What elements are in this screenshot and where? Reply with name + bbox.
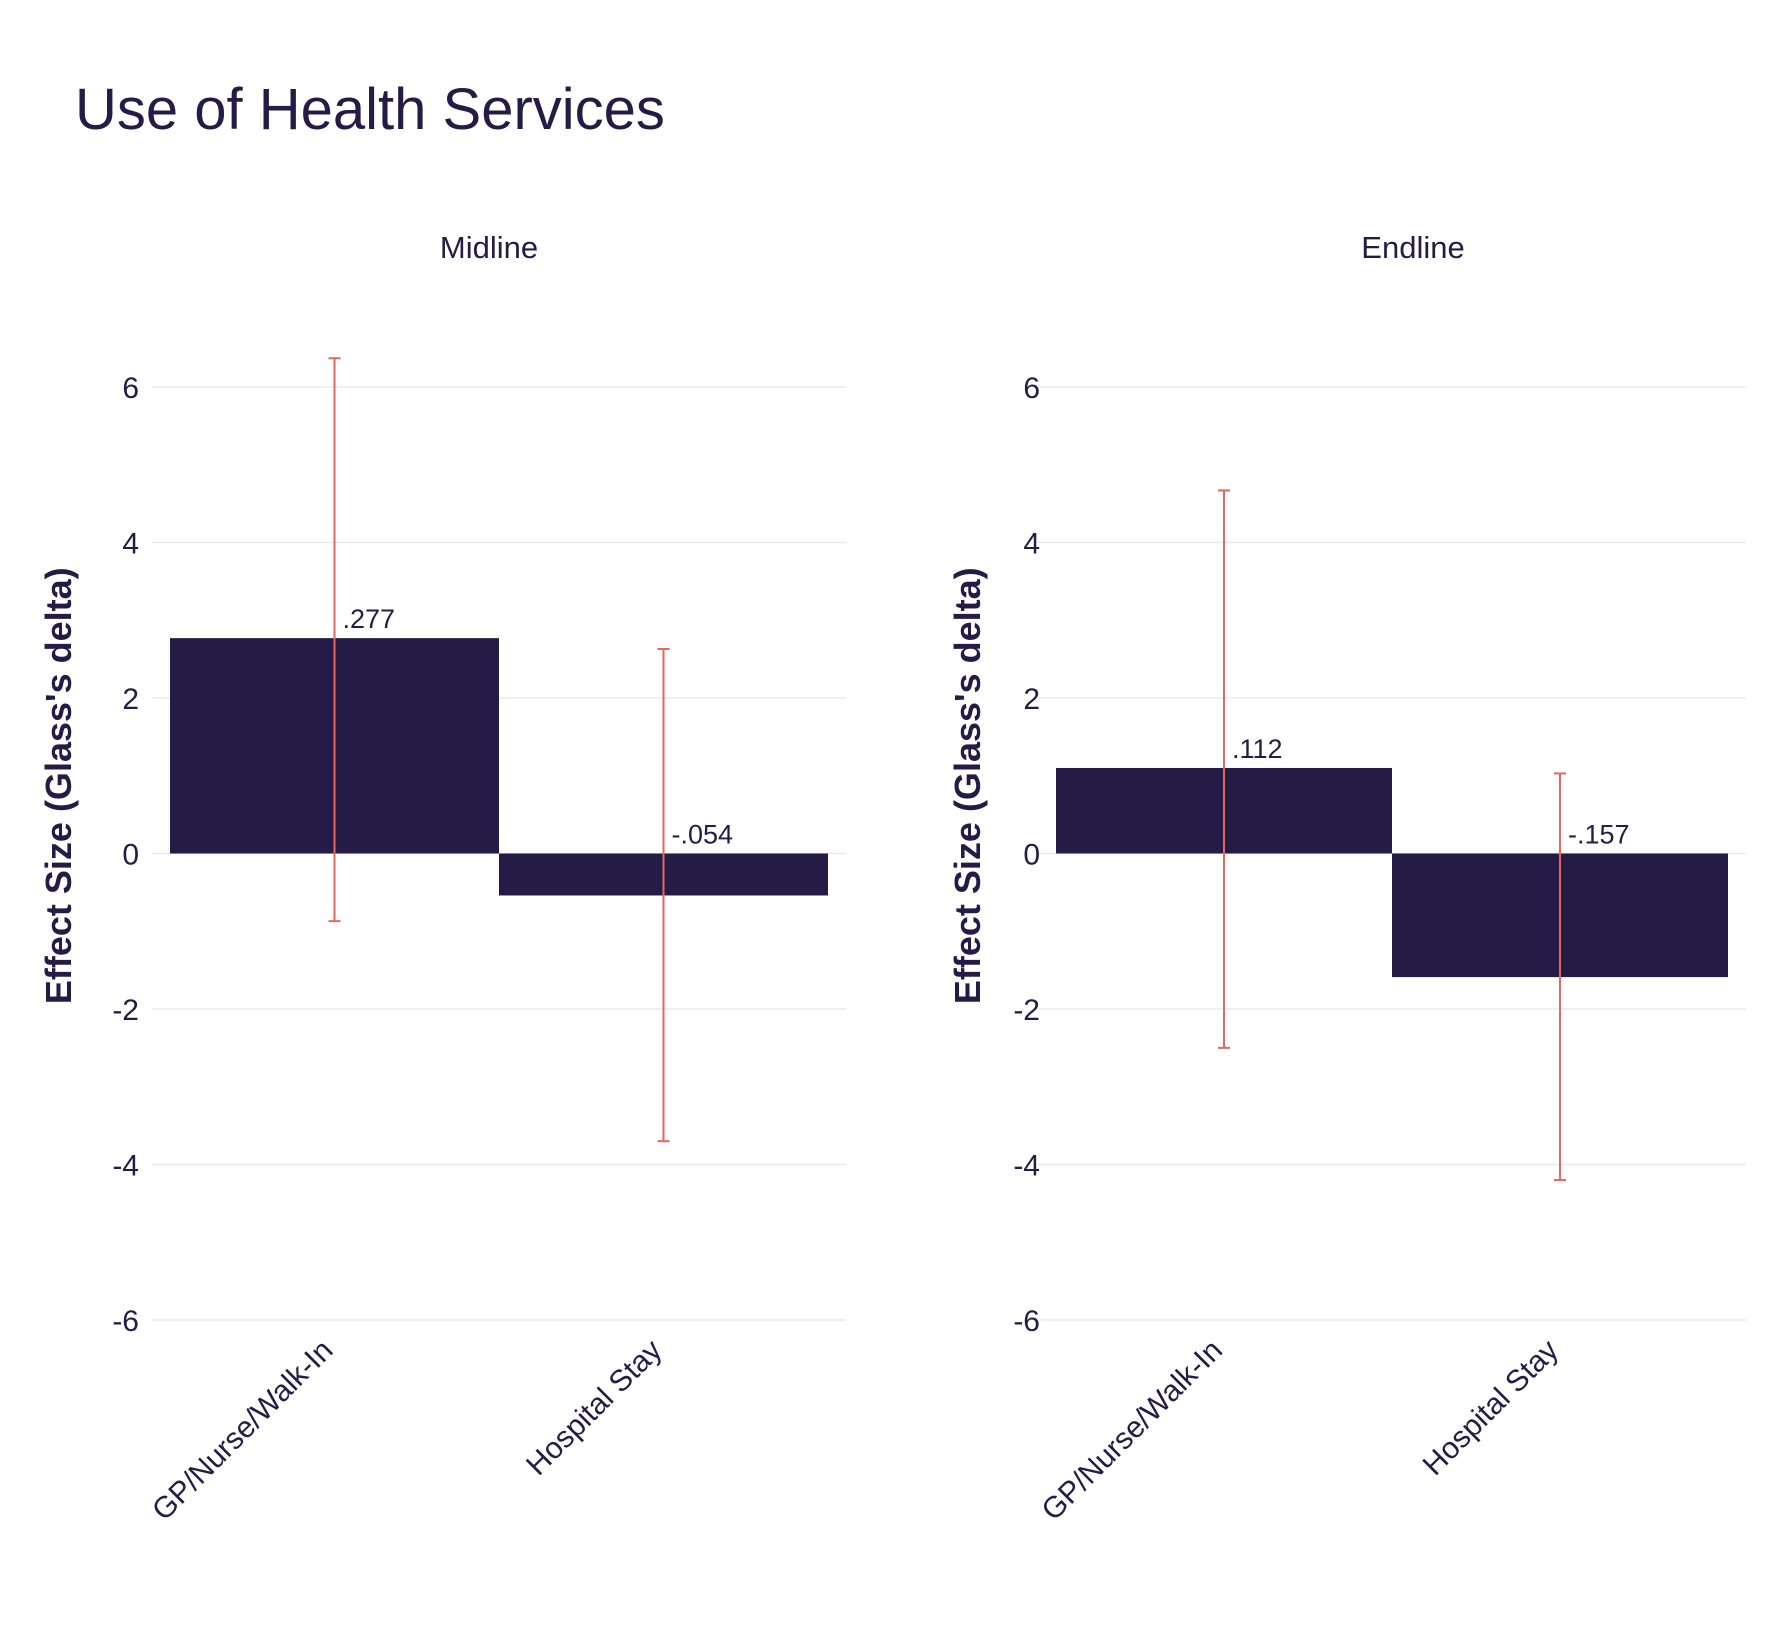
facet-label: Midline (440, 230, 538, 265)
y-tick-label: -6 (1013, 1305, 1040, 1338)
y-tick-label: 2 (1023, 683, 1040, 716)
y-tick-label: 2 (122, 683, 139, 716)
x-tick-label: GP/Nurse/Walk-In (1035, 1334, 1228, 1527)
y-tick-label: -4 (112, 1150, 139, 1183)
y-axis-label: Effect Size (Glass's delta) (38, 567, 79, 1004)
data-label: -.054 (672, 820, 734, 850)
facet-label: Endline (1361, 230, 1464, 265)
y-tick-label: 4 (1023, 528, 1040, 561)
y-axis-label: Effect Size (Glass's delta) (947, 567, 988, 1004)
y-tick-label: -4 (1013, 1150, 1040, 1183)
data-label: .277 (343, 604, 396, 634)
data-label: .112 (1232, 734, 1283, 764)
y-tick-label: 6 (122, 372, 139, 405)
y-tick-label: -6 (112, 1305, 139, 1338)
y-tick-label: -2 (1013, 994, 1040, 1027)
x-tick-label: Hospital Stay (520, 1334, 668, 1482)
y-tick-label: -2 (112, 994, 139, 1027)
data-label: -.157 (1568, 820, 1630, 850)
y-tick-label: 4 (122, 528, 139, 561)
chart-title: Use of Health Services (75, 77, 665, 142)
y-tick-label: 6 (1023, 372, 1040, 405)
x-tick-label: Hospital Stay (1417, 1334, 1565, 1482)
x-tick-label: GP/Nurse/Walk-In (146, 1334, 339, 1527)
y-tick-label: 0 (1023, 839, 1040, 872)
y-tick-label: 0 (122, 839, 139, 872)
